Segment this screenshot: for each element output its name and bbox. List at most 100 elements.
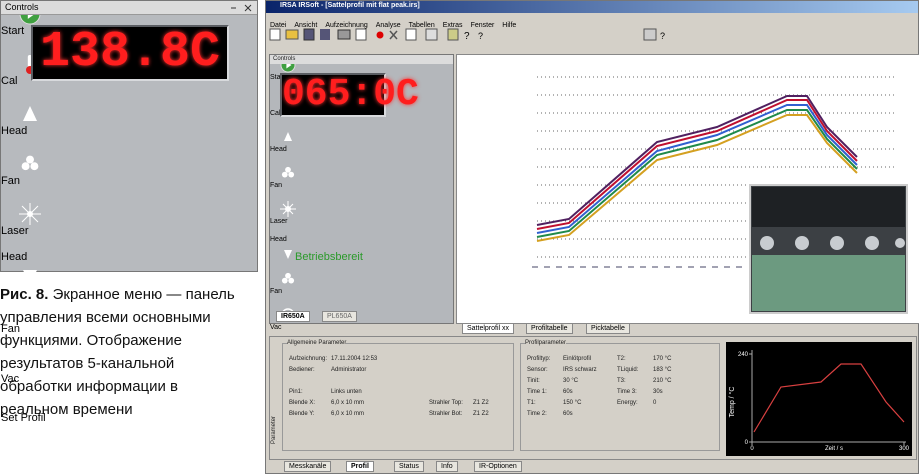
param-value: 210 °C: [653, 378, 672, 384]
inner-display: 065:0C: [280, 73, 419, 117]
param-value: 30s: [653, 389, 663, 395]
menu-item[interactable]: Analyse: [375, 22, 401, 29]
button-icon: [19, 203, 41, 225]
param-value: 30 °C: [563, 378, 579, 384]
param-value: Links unten: [331, 389, 362, 395]
control-button[interactable]: Head: [1, 103, 59, 151]
profile-curves: [536, 95, 858, 242]
mini-ytick-label: 240: [738, 352, 749, 358]
param-label: Tinit:: [527, 378, 540, 384]
control-button[interactable]: Fan: [270, 271, 306, 305]
button-label: Laser: [270, 218, 288, 225]
bottom-tab[interactable]: Messkanäle: [284, 461, 332, 472]
panel-title: Controls: [5, 2, 39, 12]
mini-ytick-label: 0: [745, 440, 749, 446]
bottom-tabs: Messkanäle Profil Status Info IR-Optionen: [284, 461, 914, 474]
menu-item[interactable]: Tabellen: [408, 22, 435, 29]
param-value: 170 °C: [653, 356, 672, 362]
control-button[interactable]: Laser: [1, 203, 59, 251]
param-value: 17.11.2004 12:53: [331, 356, 378, 362]
button-label: Head: [1, 251, 28, 263]
param-label: Strahler Bot:: [429, 411, 463, 417]
caption-text: Экранное меню — панель управления всеми …: [0, 286, 235, 418]
param-label: T1:: [527, 400, 536, 406]
menu-item[interactable]: Ansicht: [294, 22, 318, 29]
menu-item[interactable]: Datei: [270, 22, 287, 29]
button-label: Fan: [270, 182, 283, 189]
control-button[interactable]: Set Profil: [1, 412, 59, 460]
inset-photo: [749, 184, 908, 314]
param-value: 0: [653, 400, 657, 406]
menu-item[interactable]: Fenster: [470, 22, 495, 29]
button-label: Fan: [1, 323, 20, 335]
mini-ylabel: Temp / °C: [728, 387, 736, 418]
svg-text:?: ?: [478, 31, 483, 41]
param-label: Time 2:: [527, 411, 547, 417]
temperature-display: 138.8C: [31, 25, 229, 81]
param-value: Einlötprofil: [563, 356, 592, 362]
control-button[interactable]: Fan: [1, 153, 59, 201]
menu-item[interactable]: Extras: [442, 22, 463, 29]
bottom-tab[interactable]: Status: [394, 461, 424, 472]
param-label: T2:: [617, 356, 626, 362]
caption-figure: Рис. 8.: [0, 286, 49, 303]
control-button[interactable]: Fan: [1, 301, 59, 349]
button-icon: [284, 132, 292, 141]
button-icon: [20, 352, 40, 372]
param-label: Time 3:: [617, 389, 637, 395]
device-tab[interactable]: IR650A: [276, 311, 310, 322]
svg-text:?: ?: [660, 31, 665, 41]
button-icon: [21, 155, 39, 171]
param-label: Aufzeichnung:: [289, 356, 328, 362]
button-label: Start: [270, 74, 285, 81]
param-label: Sensor:: [527, 367, 548, 373]
param-value: Z1 Z2: [473, 400, 489, 406]
mini-curve: [753, 363, 905, 433]
panel-window-buttons[interactable]: [225, 2, 255, 14]
param-label: Blende Y:: [289, 411, 315, 417]
param-label: T3:: [617, 378, 626, 384]
control-button[interactable]: Laser: [270, 201, 306, 235]
button-label: Laser: [1, 225, 29, 237]
chart-tab[interactable]: Profiltabelle: [526, 323, 573, 334]
button-label: Head: [270, 146, 287, 153]
param-label: Energy:: [617, 400, 638, 406]
mini-chart: Temp / °C Zeit / s 240 00 300: [726, 342, 912, 456]
toolbar[interactable]: ?? ?: [266, 26, 918, 44]
chart-tab[interactable]: Picktabelle: [586, 323, 630, 334]
chart-tab[interactable]: Sattelprofil xx: [462, 323, 515, 334]
svg-text:?: ?: [464, 31, 470, 42]
panel-titlebar: Controls: [1, 1, 257, 15]
group-title: Allgemeine Parameter: [287, 340, 347, 346]
control-button[interactable]: Head: [270, 129, 306, 163]
parameter-panel: Parameter Allgemeine Parameter Aufzeichn…: [269, 336, 917, 460]
menu-item[interactable]: Hilfe: [502, 22, 517, 29]
controls-panel: Controls 138.8C Start Cal Head Fan Laser Head…: [0, 0, 258, 424]
bottom-tab[interactable]: IR-Optionen: [474, 461, 522, 472]
menu-item[interactable]: Aufzeichnung: [325, 22, 368, 29]
status-text: Betriebsbereit: [295, 251, 363, 263]
button-label: Head: [1, 125, 28, 137]
inner-title: Controls: [273, 56, 296, 62]
button-icon: [23, 270, 37, 285]
param-value: IRS schwarz: [563, 367, 597, 373]
button-label: Vac: [270, 324, 282, 331]
device-tab[interactable]: PL650A: [322, 311, 357, 322]
bottom-tab[interactable]: Info: [436, 461, 458, 472]
button-icon: [23, 106, 37, 121]
inner-controls: Controls 065:0C Betriebsbereit IR650A PL…: [269, 54, 454, 359]
param-value: 60s: [563, 389, 573, 395]
control-button[interactable]: Vac: [1, 351, 59, 399]
param-value: 60s: [563, 411, 573, 417]
param-label: Profiltyp:: [527, 356, 551, 362]
side-label: Parameter: [271, 415, 278, 445]
control-button[interactable]: Head: [270, 235, 306, 269]
mini-xtick-label: 300: [899, 446, 910, 452]
button-label: Set Profil: [1, 412, 46, 424]
bottom-tab[interactable]: Profil: [346, 461, 374, 472]
window-titlebar: IRSA IRSoft - [Sattelprofil mit flat pea…: [266, 1, 918, 13]
window-title: IRSA IRSoft - [Sattelprofil mit flat pea…: [280, 2, 420, 9]
control-button[interactable]: Head: [1, 251, 59, 299]
control-button[interactable]: Fan: [270, 165, 306, 199]
